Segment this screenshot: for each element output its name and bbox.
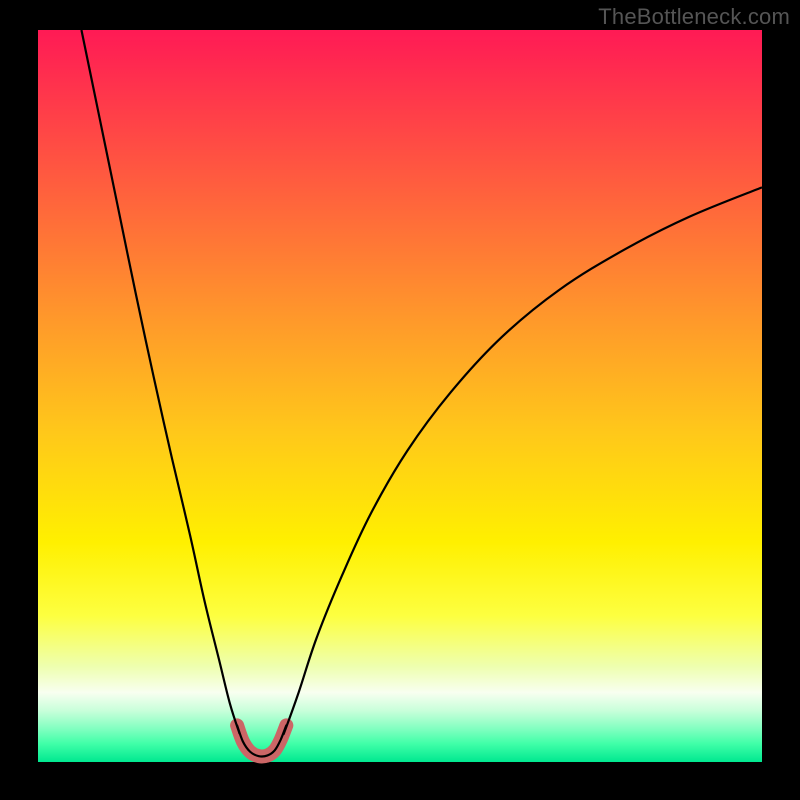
chart-root: TheBottleneck.com bbox=[0, 0, 800, 800]
chart-svg bbox=[0, 0, 800, 800]
watermark-text: TheBottleneck.com bbox=[598, 4, 790, 30]
plot-background bbox=[38, 30, 762, 762]
